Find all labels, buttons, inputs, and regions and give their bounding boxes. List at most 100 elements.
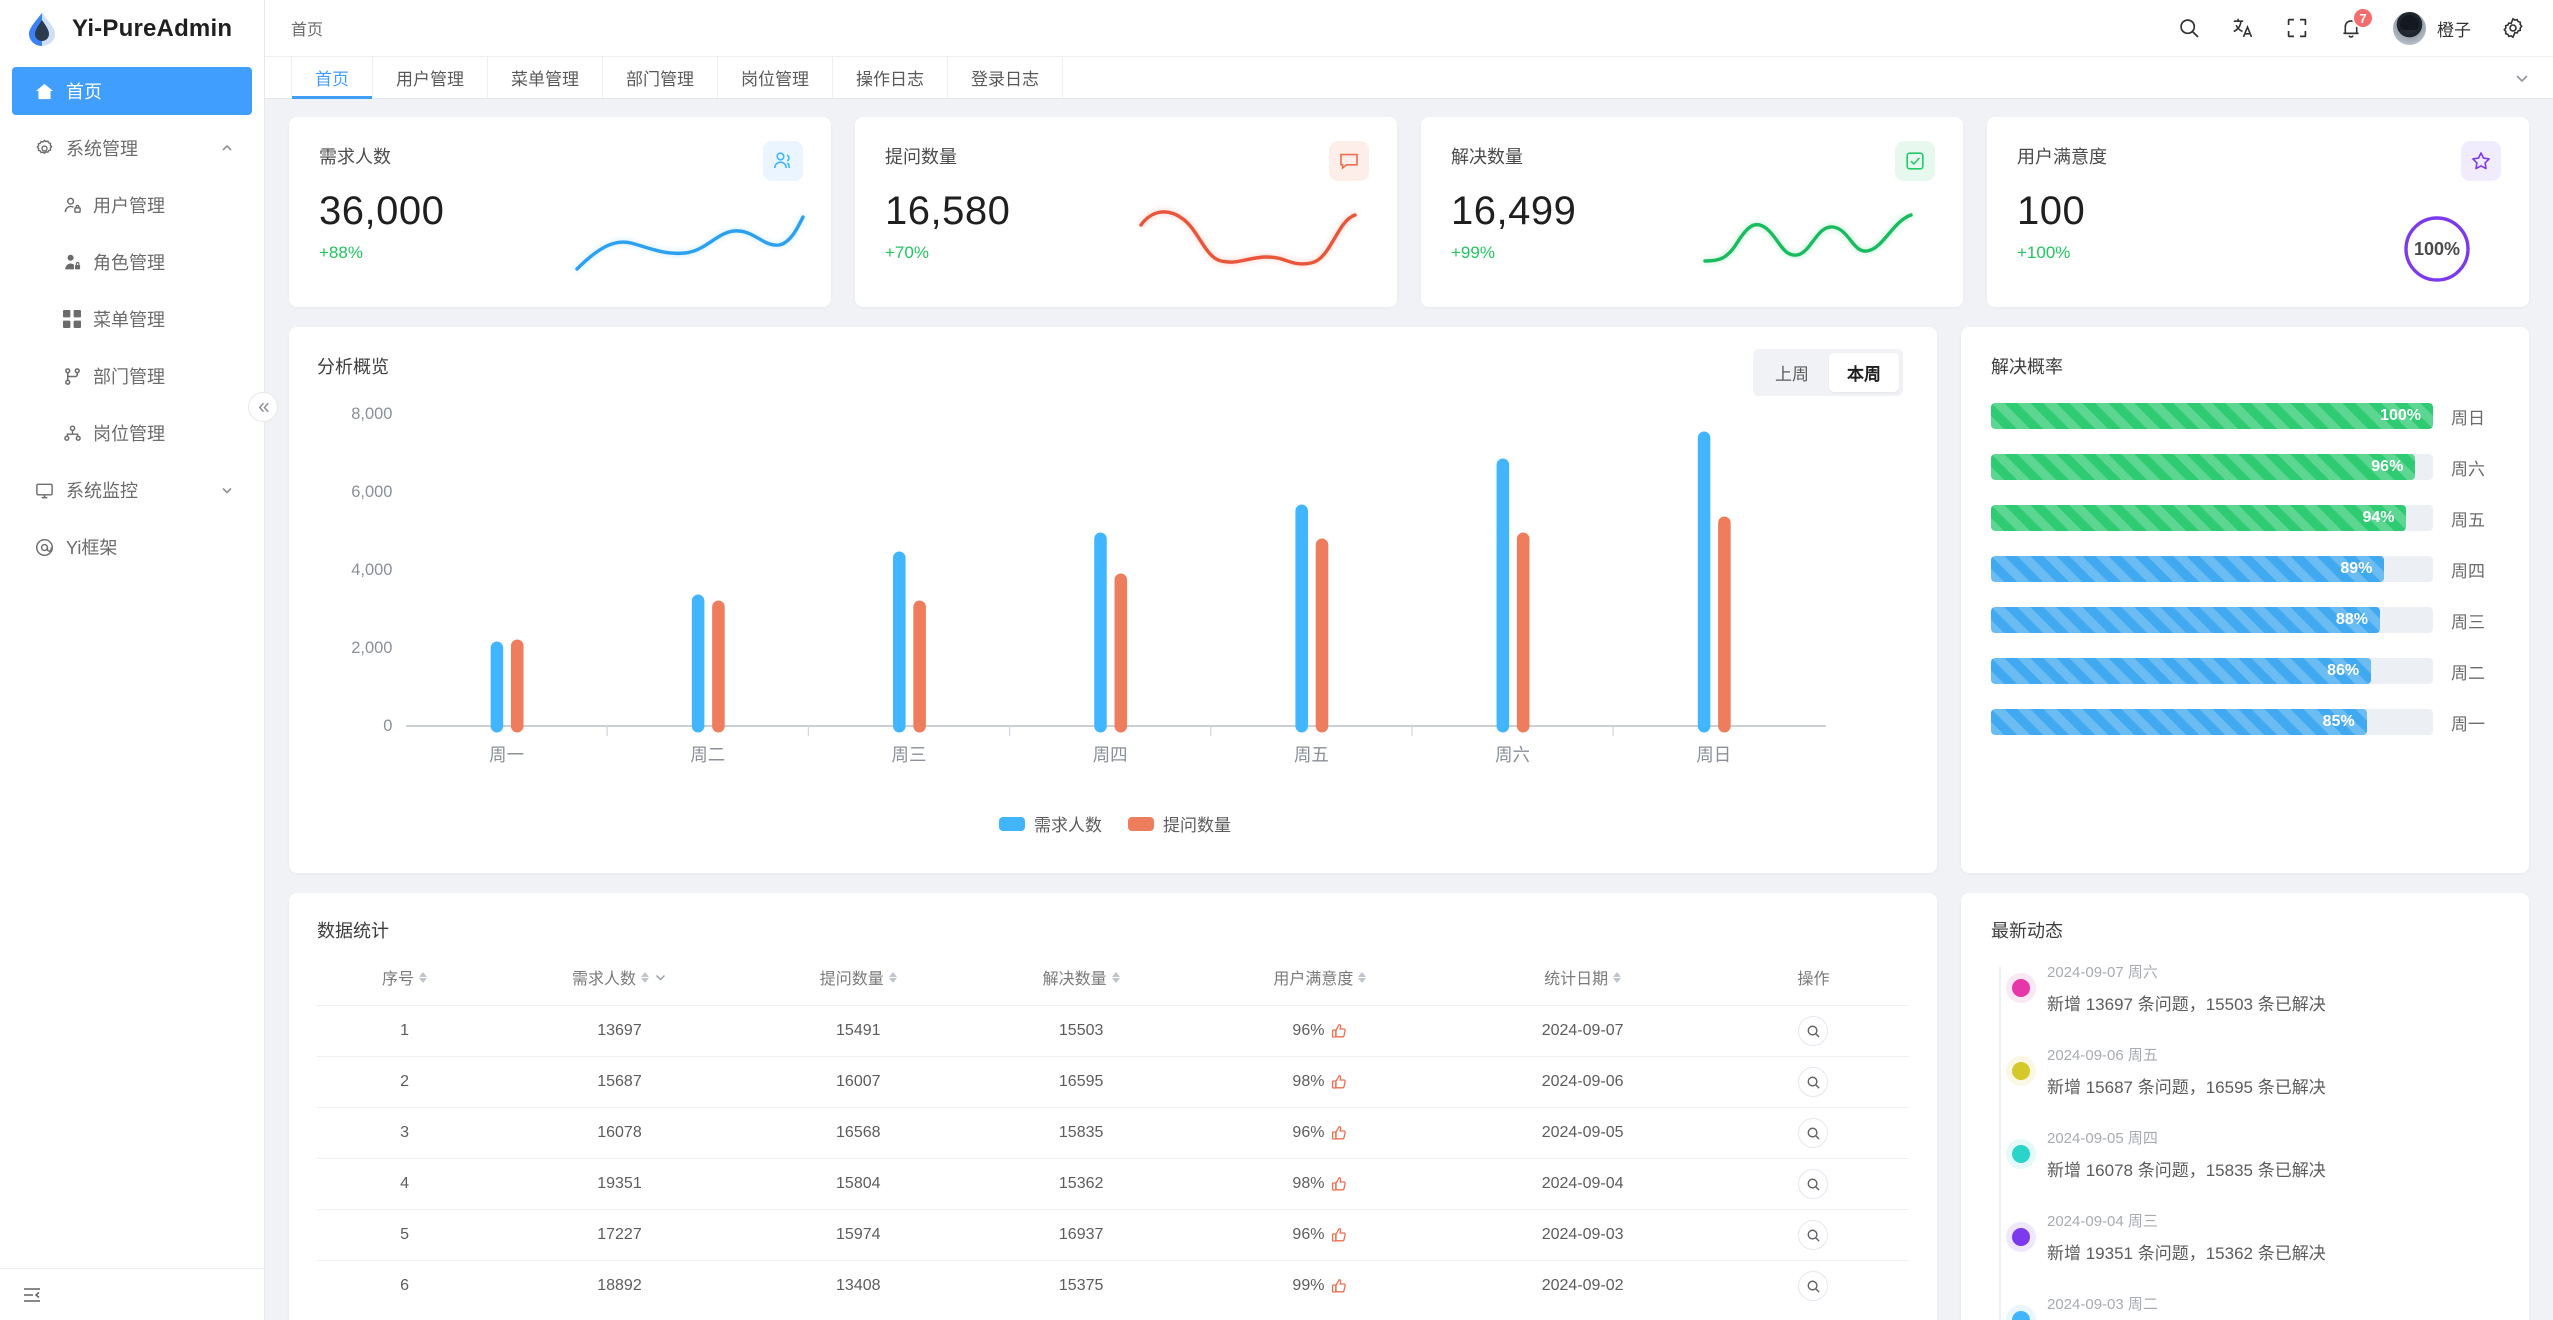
legend-label: 需求人数 <box>1034 816 1102 835</box>
cell-solved: 16595 <box>969 1056 1193 1108</box>
tab-operation-log[interactable]: 操作日志 <box>833 57 948 98</box>
timeline-text: 新增 13697 条问题，15503 条已解决 <box>2047 995 2326 1014</box>
sort-icon[interactable] <box>888 971 897 983</box>
column-header-solved[interactable]: 解决数量 <box>970 965 1193 1006</box>
fullscreen-icon[interactable] <box>2285 16 2309 40</box>
thumbs-up-icon <box>1332 1279 1347 1293</box>
stat-card-questions[interactable]: 提问数量 16,580 +70% <box>855 117 1397 307</box>
menu-indent-icon[interactable] <box>22 1285 42 1305</box>
column-header-date[interactable]: 统计日期 <box>1447 965 1718 1006</box>
column-header-satisfaction[interactable]: 用户满意度 <box>1193 965 1448 1006</box>
sort-icon[interactable] <box>1111 971 1120 983</box>
period-last-week-button[interactable]: 上周 <box>1775 365 1809 384</box>
view-button[interactable] <box>1798 1271 1829 1302</box>
breadcrumb[interactable]: 首页 <box>291 22 324 39</box>
svg-text:周日: 周日 <box>1696 745 1731 765</box>
view-button[interactable] <box>1798 1169 1829 1199</box>
timeline-dot <box>2012 1062 2030 1080</box>
tab-department-management[interactable]: 部门管理 <box>603 57 718 98</box>
table-row[interactable]: 4 19351 15804 15362 98% 2024-09-04 <box>317 1158 1909 1210</box>
bell-icon[interactable]: 7 <box>2339 7 2374 40</box>
satisfaction-value: 96% <box>1292 1124 1325 1141</box>
sidebar-item-role-management[interactable]: 角色管理 <box>12 238 252 286</box>
sidebar-item-post-management[interactable]: 岗位管理 <box>12 409 252 457</box>
sidebar-item-user-management[interactable]: 用户管理 <box>12 181 252 229</box>
table-row[interactable]: 3 16078 16568 15835 96% 2024-09-05 <box>317 1107 1909 1159</box>
stat-card-demand[interactable]: 需求人数 36,000 +88% <box>289 117 831 307</box>
legend-item-questions[interactable]: 提问数量 <box>1128 811 1231 836</box>
chevron-down-icon[interactable] <box>654 971 667 984</box>
stat-card-solved[interactable]: 解决数量 16,499 +99% <box>1421 117 1963 307</box>
timeline-item[interactable]: 2024-09-05 周四 新增 16078 条问题，15835 条已解决 <box>2012 1127 2499 1181</box>
timeline-item[interactable]: 2024-09-03 周二 新增 17227 条问题，16937 条已解决 <box>2012 1293 2499 1320</box>
sidebar-item-home[interactable]: 首页 <box>12 67 252 115</box>
column-label: 提问数量 <box>819 971 884 988</box>
sort-icon[interactable] <box>1358 971 1367 983</box>
search-icon[interactable] <box>2177 16 2201 40</box>
stat-delta: +99% <box>1451 243 1495 262</box>
view-button[interactable] <box>1798 1016 1829 1046</box>
sidebar-item-system-monitor[interactable]: 系统监控 <box>12 466 252 514</box>
probability-row[interactable]: 100% 周日 <box>1991 403 2499 429</box>
search-icon <box>1807 1178 1820 1191</box>
sidebar-footer[interactable] <box>0 1268 265 1320</box>
user-name: 橙子 <box>2437 20 2471 40</box>
sidebar-item-yi-framework[interactable]: Yi框架 <box>12 523 252 571</box>
brand[interactable]: Yi-PureAdmin <box>0 0 264 57</box>
svg-text:周一: 周一 <box>489 745 524 765</box>
stat-value: 100 <box>2017 189 2086 233</box>
table-row[interactable]: 6 18892 13408 15375 99% 2024-09-02 <box>317 1260 1909 1312</box>
probability-row[interactable]: 88% 周三 <box>1991 607 2499 633</box>
cell-solved: 15835 <box>969 1107 1193 1159</box>
sidebar-item-menu-management[interactable]: 菜单管理 <box>12 295 252 343</box>
column-header-no[interactable]: 序号 <box>317 965 492 1006</box>
svg-text:2,000: 2,000 <box>351 638 392 657</box>
tab-menu-management[interactable]: 菜单管理 <box>488 57 603 98</box>
probability-row[interactable]: 96% 周六 <box>1991 454 2499 480</box>
cell-solved: 15503 <box>969 1005 1193 1057</box>
translate-icon[interactable] <box>2231 16 2255 40</box>
tab-post-management[interactable]: 岗位管理 <box>718 57 833 98</box>
column-label: 解决数量 <box>1042 971 1107 988</box>
cell-satisfaction: 96% <box>1192 1005 1448 1057</box>
view-button[interactable] <box>1798 1220 1829 1250</box>
probability-row[interactable]: 86% 周二 <box>1991 658 2499 684</box>
tab-user-management[interactable]: 用户管理 <box>373 57 488 98</box>
column-header-demand[interactable]: 需求人数 <box>492 965 747 1006</box>
gear-icon[interactable] <box>2501 16 2525 40</box>
tab-login-log[interactable]: 登录日志 <box>948 57 1063 98</box>
table-row[interactable]: 1 13697 15491 15503 96% 2024-09-07 <box>317 1005 1909 1057</box>
timeline-item[interactable]: 2024-09-06 周五 新增 15687 条问题，16595 条已解决 <box>2012 1044 2499 1098</box>
legend-item-demand[interactable]: 需求人数 <box>999 811 1102 836</box>
sort-icon[interactable] <box>1613 971 1622 983</box>
view-button[interactable] <box>1798 1067 1829 1097</box>
probability-row[interactable]: 89% 周四 <box>1991 556 2499 582</box>
sidebar-item-department-management[interactable]: 部门管理 <box>12 352 252 400</box>
probability-row[interactable]: 94% 周五 <box>1991 505 2499 531</box>
table-row[interactable]: 5 17227 15974 16937 96% 2024-09-03 <box>317 1209 1909 1261</box>
tabs-bar: 首页 用户管理 菜单管理 部门管理 岗位管理 操作日志 登录日志 <box>265 57 2553 99</box>
user-menu[interactable]: 橙子 <box>2393 11 2471 45</box>
view-button[interactable] <box>1798 1118 1829 1148</box>
sidebar-item-system-management[interactable]: 系统管理 <box>12 124 252 172</box>
sort-icon[interactable] <box>640 971 649 983</box>
tab-label: 登录日志 <box>971 70 1039 89</box>
timeline-item[interactable]: 2024-09-07 周六 新增 13697 条问题，15503 条已解决 <box>2012 961 2499 1015</box>
column-header-questions[interactable]: 提问数量 <box>747 965 970 1006</box>
stat-label: 解决数量 <box>1451 147 1523 167</box>
progress-fill: 89% <box>1991 556 2385 582</box>
table-row[interactable]: 2 15687 16007 16595 98% 2024-09-06 <box>317 1056 1909 1108</box>
timeline-date: 2024-09-05 周四 <box>2047 1130 2158 1147</box>
probability-row[interactable]: 85% 周一 <box>1991 709 2499 735</box>
timeline-item[interactable]: 2024-09-04 周三 新增 19351 条问题，15362 条已解决 <box>2012 1210 2499 1264</box>
column-label: 需求人数 <box>571 971 636 988</box>
tab-home[interactable]: 首页 <box>291 57 373 99</box>
sidebar-collapse-button[interactable] <box>248 392 278 422</box>
topbar: 首页 <box>265 0 2553 57</box>
sort-icon[interactable] <box>419 971 428 983</box>
tabs-more-button[interactable] <box>2513 57 2553 98</box>
data-table-card: 数据统计 序号 需求人数 提问数量 解决数量 用户满意度 统计日期 <box>289 893 1937 1320</box>
column-label: 用户满意度 <box>1273 971 1354 988</box>
period-this-week-button[interactable]: 本周 <box>1829 353 1899 392</box>
stat-card-satisfaction[interactable]: 用户满意度 100 +100% 100% <box>1987 117 2529 307</box>
